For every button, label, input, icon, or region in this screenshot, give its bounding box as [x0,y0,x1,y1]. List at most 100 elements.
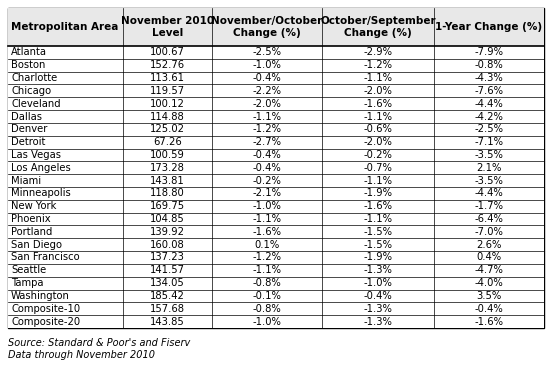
Text: -1.6%: -1.6% [364,99,392,109]
Text: -1.5%: -1.5% [364,240,392,250]
Text: -2.7%: -2.7% [252,137,281,147]
Bar [8,315,544,328]
Bar [8,8,544,46]
Text: November 2010
Level: November 2010 Level [121,16,214,38]
Bar [8,213,544,226]
Text: -1.0%: -1.0% [252,60,281,70]
Bar [8,251,544,264]
Text: 104.85: 104.85 [150,214,185,224]
Text: October/September
Change (%): October/September Change (%) [320,16,436,38]
Text: -0.2%: -0.2% [364,150,392,160]
Bar [8,85,544,97]
Text: 143.81: 143.81 [150,175,185,186]
Text: 134.05: 134.05 [150,278,185,288]
Text: -1.1%: -1.1% [364,111,392,121]
Text: 1-Year Change (%): 1-Year Change (%) [436,22,543,32]
Bar [8,59,544,72]
Bar [8,200,544,213]
Text: -1.9%: -1.9% [364,188,392,198]
Text: 119.57: 119.57 [150,86,185,96]
Bar [8,72,544,85]
Text: Chicago: Chicago [11,86,51,96]
Text: 152.76: 152.76 [150,60,185,70]
Text: -0.4%: -0.4% [252,150,281,160]
Text: -2.1%: -2.1% [252,188,281,198]
Text: -1.2%: -1.2% [252,252,281,262]
Bar [8,8,544,328]
Text: -4.7%: -4.7% [475,265,503,275]
Text: -1.1%: -1.1% [364,175,392,186]
Text: -3.5%: -3.5% [475,150,503,160]
Bar [8,174,544,187]
Text: Seattle: Seattle [11,265,46,275]
Text: -1.1%: -1.1% [252,265,281,275]
Bar [8,46,544,59]
Bar [8,302,544,315]
Text: -1.1%: -1.1% [252,111,281,121]
Text: 100.12: 100.12 [150,99,185,109]
Text: 143.85: 143.85 [150,317,185,327]
Text: Dallas: Dallas [11,111,42,121]
Text: -4.3%: -4.3% [475,73,503,83]
Text: Portland: Portland [11,227,52,237]
Bar [8,149,544,161]
Text: 3.5%: 3.5% [476,291,502,301]
Text: -6.4%: -6.4% [475,214,503,224]
Text: 2.6%: 2.6% [476,240,502,250]
Bar [8,277,544,290]
Text: -2.5%: -2.5% [475,124,504,134]
Text: Atlanta: Atlanta [11,47,47,57]
Text: -2.0%: -2.0% [364,137,392,147]
Text: -1.6%: -1.6% [364,201,392,211]
Text: -2.2%: -2.2% [252,86,281,96]
Bar [8,238,544,251]
Text: -1.3%: -1.3% [364,304,392,314]
Text: -1.1%: -1.1% [252,214,281,224]
Text: -1.1%: -1.1% [364,73,392,83]
Text: 141.57: 141.57 [150,265,185,275]
Text: 157.68: 157.68 [150,304,185,314]
Bar [8,226,544,238]
Text: Minneapolis: Minneapolis [11,188,71,198]
Text: Phoenix: Phoenix [11,214,51,224]
Text: Data through November 2010: Data through November 2010 [8,350,155,360]
Text: -0.8%: -0.8% [252,278,281,288]
Text: 0.4%: 0.4% [476,252,502,262]
Text: Las Vegas: Las Vegas [11,150,61,160]
Text: Charlotte: Charlotte [11,73,57,83]
Text: -4.4%: -4.4% [475,188,503,198]
Text: -1.5%: -1.5% [364,227,392,237]
Text: -7.1%: -7.1% [475,137,504,147]
Text: 114.88: 114.88 [150,111,185,121]
Text: 160.08: 160.08 [150,240,185,250]
Bar [8,123,544,136]
Text: 185.42: 185.42 [150,291,185,301]
Text: -0.8%: -0.8% [252,304,281,314]
Text: -1.0%: -1.0% [252,317,281,327]
Text: 169.75: 169.75 [150,201,185,211]
Text: -3.5%: -3.5% [475,175,503,186]
Text: -1.3%: -1.3% [364,265,392,275]
Text: -1.0%: -1.0% [364,278,392,288]
Bar [8,187,544,200]
Bar [8,161,544,174]
Text: -4.0%: -4.0% [475,278,503,288]
Text: San Francisco: San Francisco [11,252,80,262]
Text: -0.6%: -0.6% [364,124,392,134]
Text: -2.5%: -2.5% [252,47,281,57]
Text: Miami: Miami [11,175,41,186]
Text: November/October
Change (%): November/October Change (%) [211,16,322,38]
Text: -7.9%: -7.9% [475,47,504,57]
Text: 100.59: 100.59 [150,150,185,160]
Text: -0.4%: -0.4% [475,304,503,314]
Text: -4.2%: -4.2% [475,111,503,121]
Text: 118.80: 118.80 [150,188,185,198]
Text: Detroit: Detroit [11,137,45,147]
Text: 173.28: 173.28 [150,163,185,173]
Text: -0.8%: -0.8% [475,60,503,70]
Text: New York: New York [11,201,56,211]
Text: Boston: Boston [11,60,45,70]
Text: Los Angeles: Los Angeles [11,163,71,173]
Text: Tampa: Tampa [11,278,43,288]
Text: -0.7%: -0.7% [364,163,392,173]
